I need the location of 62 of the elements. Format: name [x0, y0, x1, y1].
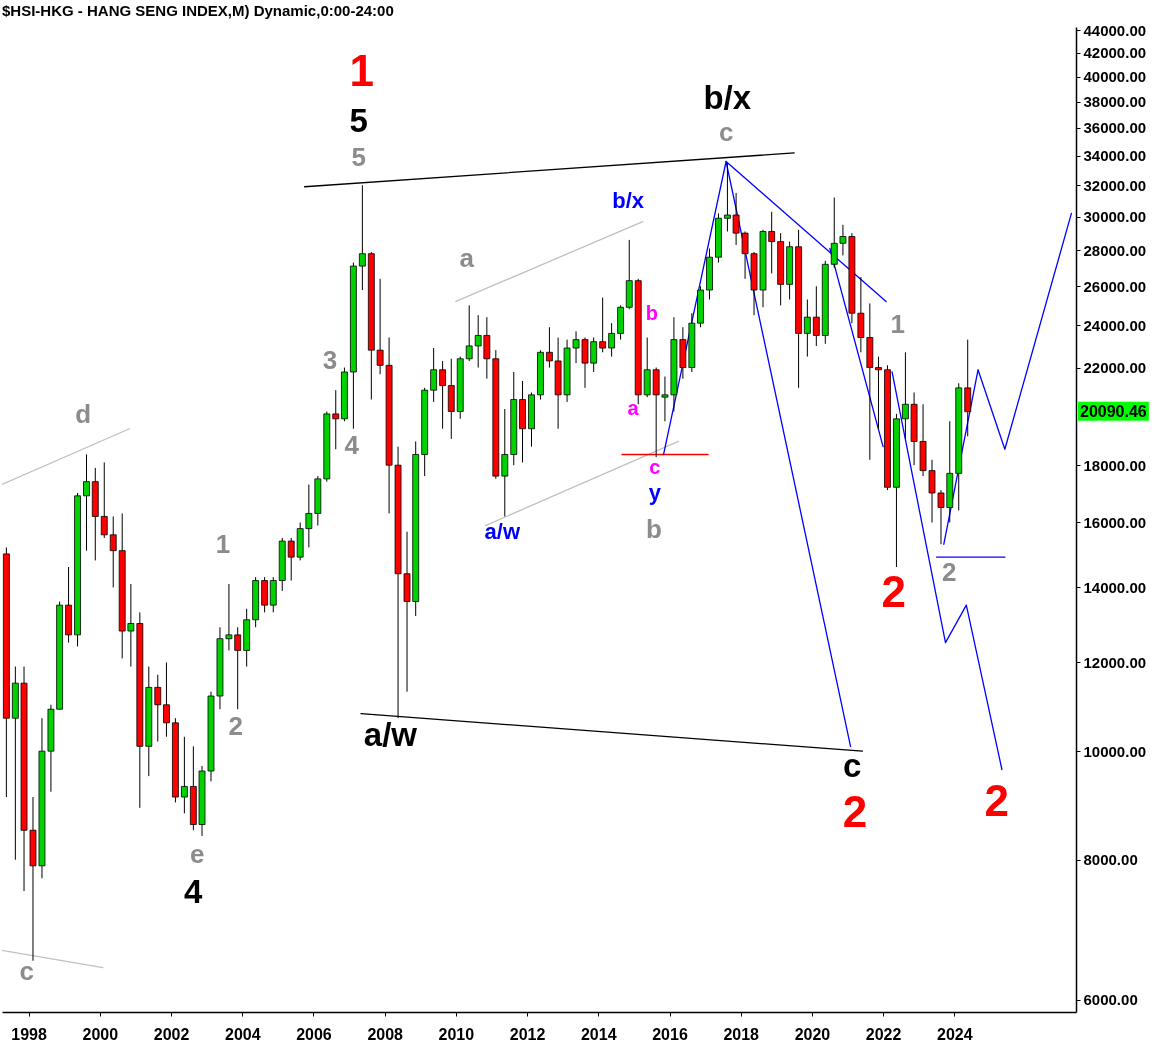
x-tick-label: 2010 — [438, 1025, 475, 1043]
y-tick-label: 8000.00 — [1083, 851, 1138, 869]
annotation: d — [75, 398, 92, 429]
y-tick-label: 14000.00 — [1083, 578, 1147, 596]
x-tick-label: 2004 — [224, 1025, 261, 1043]
x-tick-label: 2002 — [153, 1025, 190, 1043]
annotation: e — [189, 838, 205, 869]
y-tick-label: 44000.00 — [1083, 21, 1147, 39]
annotation: c — [719, 117, 734, 148]
y-tick-label: 24000.00 — [1083, 316, 1147, 334]
annotation: c — [649, 455, 661, 478]
annotation: 4 — [184, 873, 204, 911]
annotation: 4 — [344, 430, 360, 461]
y-tick-label: 36000.00 — [1083, 119, 1147, 137]
chart-title: $HSI-HKG - HANG SENG INDEX,M) Dynamic,0:00-24:00 — [2, 2, 394, 20]
x-tick-label: 2022 — [865, 1025, 902, 1043]
annotation: c — [842, 747, 862, 785]
annotation: b — [645, 301, 659, 324]
annotation: b/x — [703, 78, 752, 116]
annotation: a — [627, 397, 640, 420]
annotation: 1 — [215, 528, 231, 559]
annotation: 2 — [881, 566, 906, 616]
annotation: b/x — [612, 187, 645, 213]
annotation: a/w — [484, 518, 521, 544]
annotation: 1 — [349, 46, 374, 96]
y-tick-label: 12000.00 — [1083, 653, 1147, 671]
y-tick-label: 10000.00 — [1083, 742, 1147, 760]
y-tick-label: 22000.00 — [1083, 359, 1147, 377]
annotation: 5 — [351, 141, 366, 172]
y-tick-label: 16000.00 — [1083, 513, 1147, 531]
x-tick-label: 2016 — [652, 1025, 688, 1043]
y-tick-label: 38000.00 — [1083, 93, 1147, 111]
annotation: a — [459, 242, 475, 273]
y-tick-label: 26000.00 — [1083, 277, 1147, 295]
y-tick-label: 42000.00 — [1083, 44, 1147, 62]
x-tick-label: 2014 — [580, 1025, 617, 1043]
y-tick-label: 32000.00 — [1083, 176, 1147, 194]
y-tick-label: 30000.00 — [1083, 208, 1147, 226]
annotation: 2 — [228, 711, 244, 742]
annotation: a/w — [363, 716, 418, 754]
x-tick-label: 2006 — [296, 1025, 332, 1043]
y-tick-label: 6000.00 — [1083, 991, 1138, 1009]
annotation: 1 — [890, 308, 905, 339]
y-tick-label: 34000.00 — [1083, 147, 1147, 165]
x-tick-label: 2018 — [723, 1025, 760, 1043]
y-tick-label: 18000.00 — [1083, 456, 1147, 474]
x-tick-label: 2008 — [367, 1025, 404, 1043]
annotation: 2 — [941, 557, 957, 588]
x-tick-label: 1998 — [11, 1025, 48, 1043]
x-tick-label: 2000 — [82, 1025, 119, 1043]
y-tick-label: 40000.00 — [1083, 68, 1147, 86]
annotation: 2 — [842, 786, 868, 836]
annotation: 2 — [984, 775, 1009, 825]
annotation: b — [645, 513, 662, 544]
y-tick-label: 28000.00 — [1083, 241, 1147, 259]
annotation: 3 — [322, 344, 338, 375]
annotation: c — [19, 955, 34, 986]
x-tick-label: 2012 — [509, 1025, 546, 1043]
x-tick-label: 2020 — [794, 1025, 831, 1043]
annotation: y — [648, 480, 662, 506]
x-tick-label: 2024 — [937, 1025, 973, 1043]
annotation: 5 — [349, 102, 368, 140]
